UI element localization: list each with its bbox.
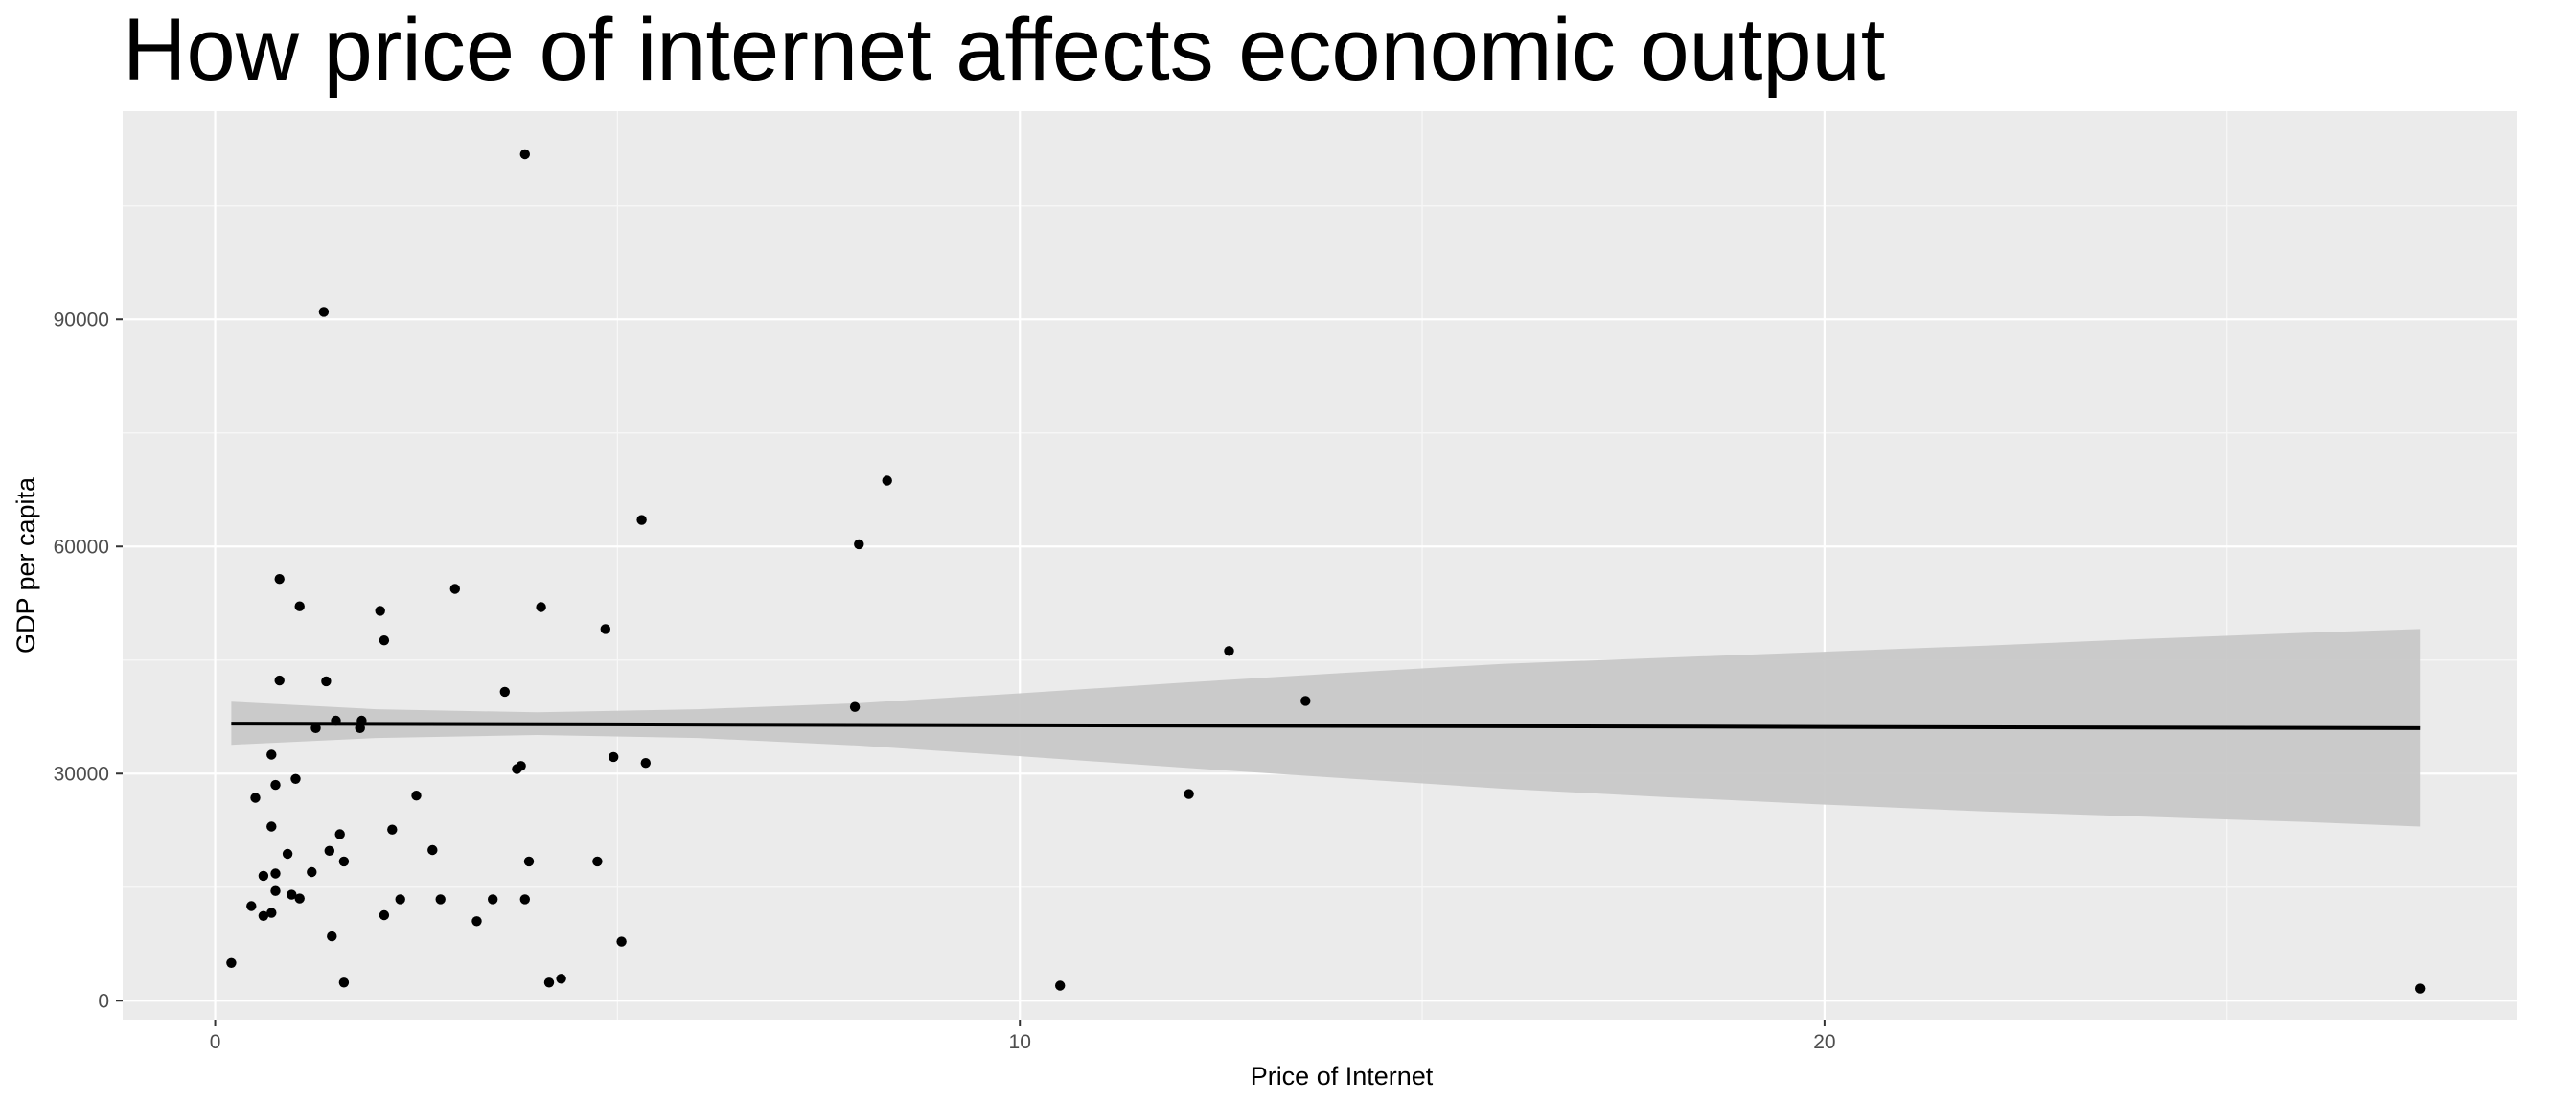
y-axis-ticks: 0 30000 60000 90000 xyxy=(54,309,123,1012)
data-point xyxy=(324,845,334,856)
data-point xyxy=(609,751,619,763)
data-point xyxy=(411,791,422,801)
data-point xyxy=(516,761,526,771)
data-point xyxy=(1184,789,1194,799)
data-point xyxy=(270,868,281,879)
x-axis-title: Price of Internet xyxy=(1251,1062,1434,1091)
data-point xyxy=(600,624,610,634)
data-point xyxy=(636,515,647,525)
plot-panel xyxy=(123,111,2517,1020)
data-point xyxy=(854,539,864,550)
data-point xyxy=(318,307,330,317)
y-tick-label: 60000 xyxy=(54,536,109,558)
data-point xyxy=(1300,696,1311,706)
data-point xyxy=(640,758,651,769)
data-point xyxy=(338,978,350,988)
y-tick-label: 90000 xyxy=(54,309,109,331)
y-tick-label: 0 xyxy=(98,990,109,1012)
data-point xyxy=(379,909,390,921)
y-axis-title: GDP per capita xyxy=(12,476,40,654)
data-point xyxy=(375,606,385,616)
data-point xyxy=(387,824,398,835)
x-tick-label: 0 xyxy=(210,1031,221,1053)
x-tick-label: 20 xyxy=(1813,1031,1835,1053)
data-point xyxy=(427,844,438,856)
data-point xyxy=(250,793,261,803)
data-point xyxy=(327,931,337,942)
data-point xyxy=(556,974,566,984)
data-point xyxy=(282,848,293,860)
data-point xyxy=(1055,980,1066,991)
data-point xyxy=(882,475,892,486)
minor-gridlines xyxy=(123,111,2517,1020)
trend-line xyxy=(231,722,2421,730)
data-point xyxy=(523,856,535,867)
data-point xyxy=(2415,983,2426,994)
data-point xyxy=(435,894,446,905)
data-point xyxy=(290,773,301,784)
data-point xyxy=(379,635,390,646)
data-point xyxy=(338,856,350,867)
data-point xyxy=(395,894,405,905)
data-point xyxy=(592,856,603,867)
data-point xyxy=(266,821,277,832)
x-axis-ticks: 0 10 20 xyxy=(210,1020,1836,1053)
data-point xyxy=(334,829,345,840)
data-point xyxy=(270,779,281,791)
data-point xyxy=(274,574,285,585)
data-point xyxy=(616,936,627,947)
data-point xyxy=(307,866,317,878)
data-point xyxy=(258,870,269,882)
data-point xyxy=(543,978,555,988)
data-point xyxy=(287,889,297,900)
data-point xyxy=(246,901,257,911)
data-point xyxy=(449,584,460,594)
trend-line-layer xyxy=(231,722,2421,730)
data-point xyxy=(472,916,482,927)
data-point xyxy=(266,749,277,760)
data-point xyxy=(226,957,237,968)
data-points xyxy=(226,149,2426,994)
data-point xyxy=(519,894,530,905)
data-point xyxy=(488,894,498,905)
x-tick-label: 10 xyxy=(1009,1031,1031,1053)
data-point xyxy=(519,149,530,160)
data-point xyxy=(1224,646,1234,656)
data-point xyxy=(321,676,332,687)
data-point xyxy=(294,601,305,611)
data-point xyxy=(294,893,305,904)
data-point xyxy=(849,702,861,712)
chart-title: How price of internet affects economic o… xyxy=(123,1,1885,99)
data-point xyxy=(536,602,546,612)
data-point xyxy=(266,908,277,918)
data-point xyxy=(274,675,285,686)
y-tick-label: 30000 xyxy=(54,763,109,785)
data-point xyxy=(258,910,269,921)
data-point xyxy=(270,886,281,896)
data-point xyxy=(499,686,510,698)
